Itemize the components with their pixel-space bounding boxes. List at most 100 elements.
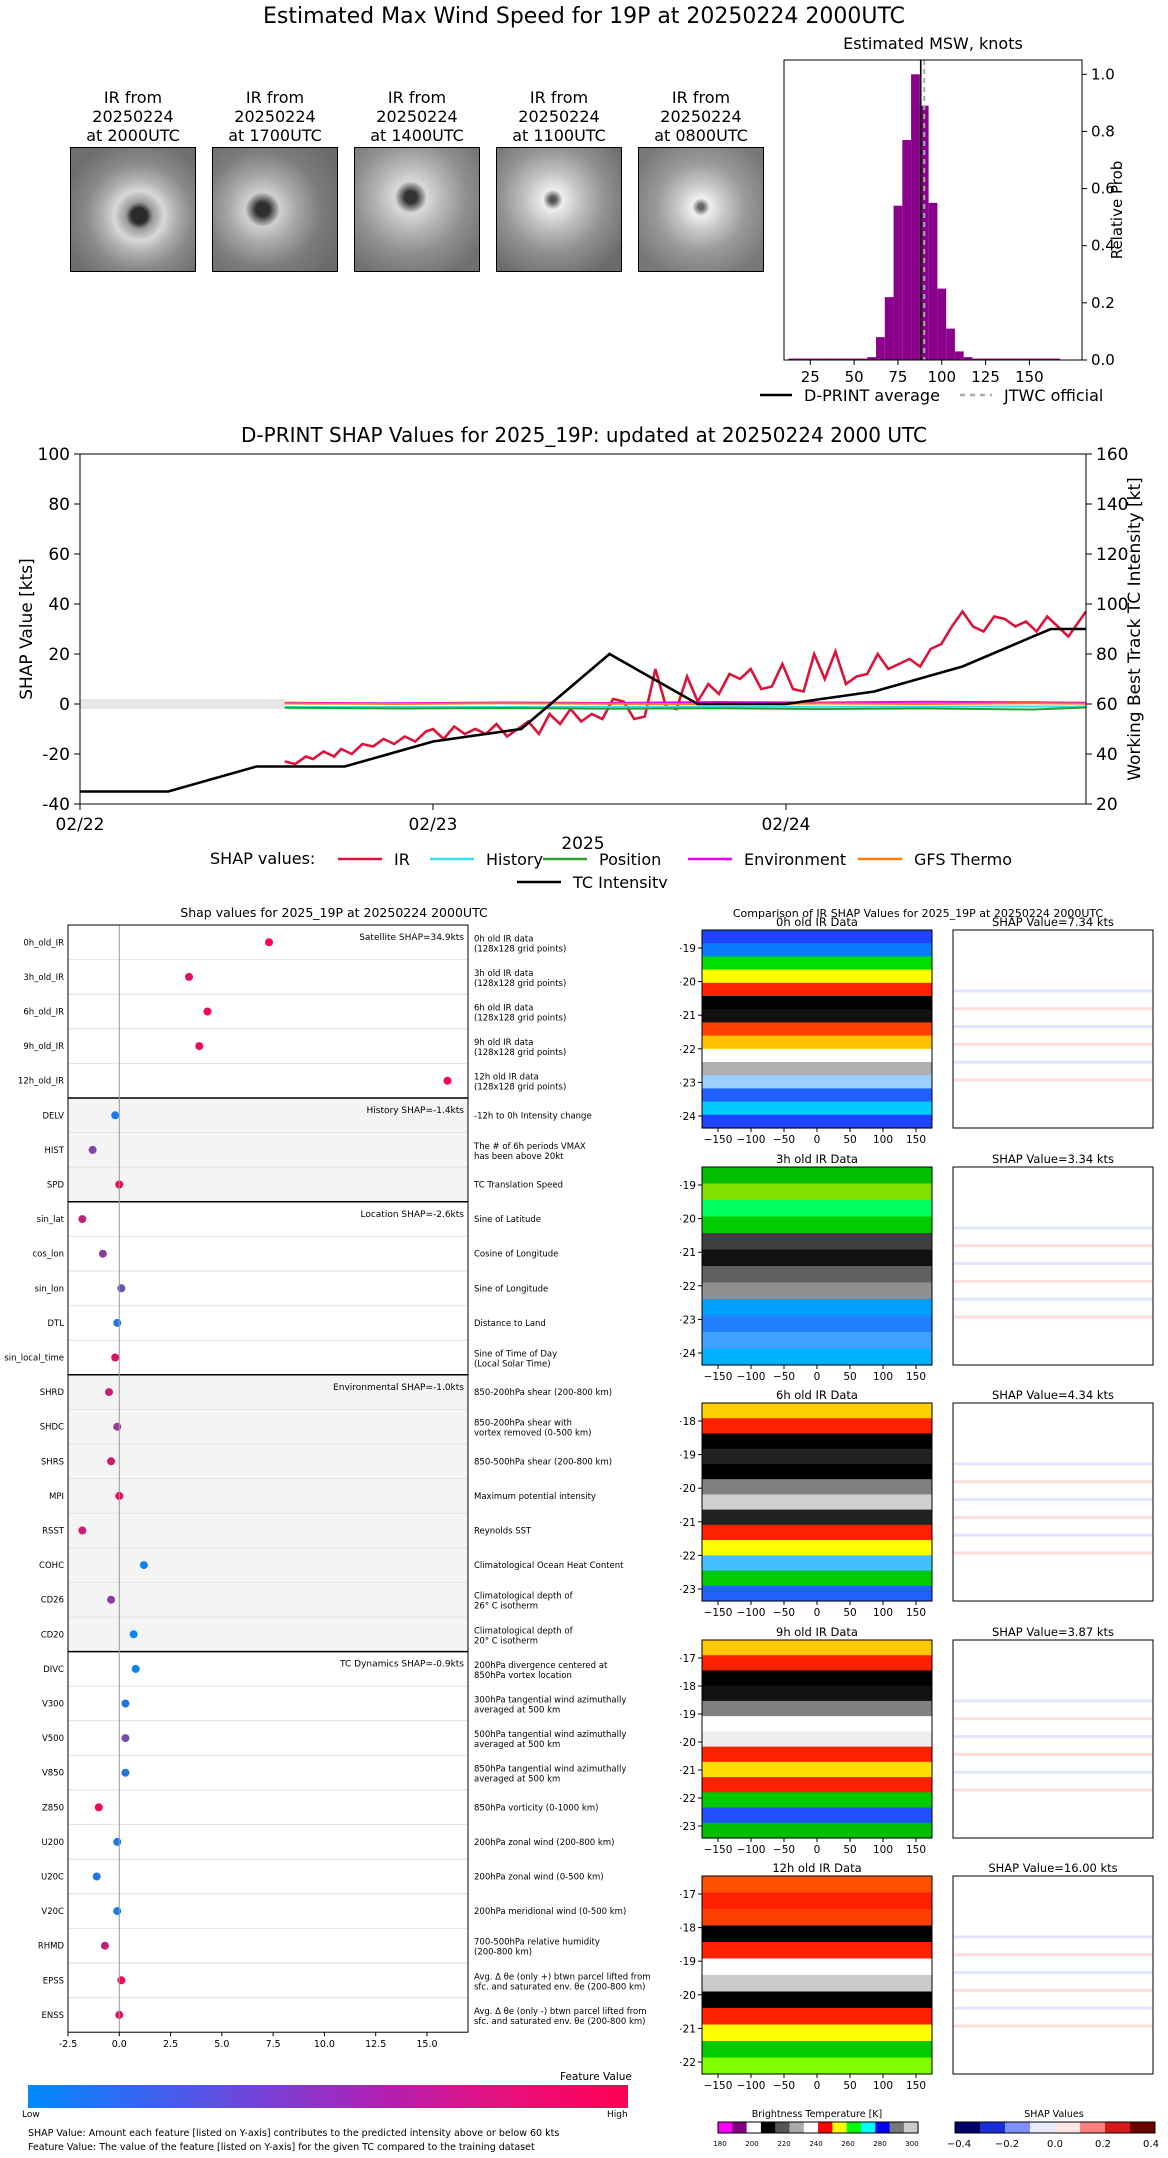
feature-dot <box>195 1042 204 1051</box>
ir-x-tick-label: 150 <box>906 2080 926 2092</box>
y-tick-label: 80 <box>48 495 70 515</box>
shap-stripe <box>953 2006 1153 2010</box>
shap-timeseries: D-PRINT SHAP Values for 2025_19P: update… <box>17 423 1145 888</box>
feature-desc: 3h old IR data <box>474 969 533 979</box>
ir-y-tick-label: −23 <box>680 1584 696 1596</box>
ir-band <box>702 1463 932 1480</box>
shap-colorbar-segment <box>1055 2122 1081 2133</box>
feature-desc: 300hPa tangential wind azimuthally <box>474 1696 626 1706</box>
y-tick-label: 100 <box>38 445 70 465</box>
footnote-feature: Feature Value: The value of the feature … <box>28 2142 535 2153</box>
feature-plot-frame <box>67 924 469 2033</box>
shap-panel-frame <box>952 1166 1154 1366</box>
ir-x-tick-label: −50 <box>773 1607 795 1619</box>
ir-x-tick-label: 100 <box>873 1844 893 1856</box>
ir-label-line: at 1400UTC <box>370 126 464 145</box>
feature-desc: (128x128 grid points) <box>474 1014 566 1024</box>
x-tick-label: 02/24 <box>761 815 810 835</box>
feature-desc: Sine of Time of Day <box>474 1350 557 1360</box>
shap-colorbar-tick: −0.2 <box>995 2139 1019 2150</box>
shap-colorbar-segment <box>1130 2122 1156 2133</box>
ir-band <box>702 1585 932 1602</box>
ir-band <box>702 1433 932 1450</box>
shap-stripe <box>953 1279 1153 1283</box>
ir-x-tick-label: 50 <box>843 1844 856 1856</box>
shap-stripe <box>953 1315 1153 1319</box>
feature-dot <box>121 1699 130 1708</box>
feature-dot <box>121 1768 130 1777</box>
x-tick-label: 02/23 <box>408 815 457 835</box>
feature-name: V20C <box>41 1907 64 1917</box>
shap-colorbar-tick: −0.4 <box>947 2139 971 2150</box>
feature-desc: TC Translation Speed <box>473 1181 563 1191</box>
x-tick-label: 15.0 <box>416 2039 437 2050</box>
ir-x-tick-label: −50 <box>773 2080 795 2092</box>
ir-band <box>702 1807 932 1824</box>
ir-x-tick-label: 150 <box>906 1607 926 1619</box>
ir-y-tick-label: −22 <box>680 1281 696 1293</box>
series-line-gfs-thermo <box>284 702 1087 706</box>
feature-name: ENSS <box>41 2011 64 2021</box>
feature-name: cos_lon <box>32 1250 64 1260</box>
y-axis-label: SHAP Value [kts] <box>17 558 37 700</box>
feature-dot <box>98 1249 107 1258</box>
ir-y-tick-label: −18 <box>680 1416 696 1428</box>
histogram-title: Estimated MSW, knots <box>843 34 1023 53</box>
ir-label-line: at 1700UTC <box>228 126 322 145</box>
ir-y-tick-label: −18 <box>680 1681 696 1693</box>
feature-name: HIST <box>45 1146 65 1156</box>
shap-stripe <box>953 1297 1153 1301</box>
ir-x-tick-label: −100 <box>737 1607 766 1619</box>
histogram-bar <box>963 357 973 360</box>
ir-band <box>702 1022 932 1037</box>
ir-label-line: at 0800UTC <box>654 126 748 145</box>
bt-colorbar-segment <box>760 2122 776 2133</box>
bt-colorbar-tick: 280 <box>873 2140 886 2148</box>
feature-dot <box>117 1284 126 1293</box>
feature-dot <box>117 1976 126 1985</box>
shap-stripe <box>953 1515 1153 1519</box>
ir-y-tick-label: −20 <box>680 977 696 989</box>
msw-histogram: Estimated MSW, knots 25 50 75 100 125 150 0.0 0.… <box>760 34 1126 405</box>
bt-colorbar-segment <box>903 2122 919 2133</box>
histogram-bar <box>788 358 798 360</box>
feature-name: CD26 <box>41 1596 64 1606</box>
ir-band <box>702 1670 932 1687</box>
feature-dot <box>107 1457 116 1466</box>
ir-y-tick-label: −23 <box>680 1821 696 1833</box>
legend-label: History <box>486 850 543 869</box>
ir-band <box>702 1167 932 1185</box>
bt-colorbar-tick: 300 <box>905 2140 918 2148</box>
ir-y-tick-label: −19 <box>680 943 696 955</box>
ir-band <box>702 1448 932 1465</box>
feature-desc: averaged at 500 km <box>474 1740 560 1750</box>
ir-x-tick-label: 50 <box>843 2080 856 2092</box>
histogram-bar <box>1016 358 1026 360</box>
x-tick-label: 125 <box>971 368 1000 386</box>
feature-name: V500 <box>42 1734 64 1744</box>
bt-colorbar-segment <box>746 2122 762 2133</box>
ir-label-line: 20250224 <box>376 107 458 126</box>
ir-x-tick-label: 100 <box>873 1371 893 1383</box>
feature-name: SHRD <box>40 1388 65 1398</box>
bt-colorbar-tick: 200 <box>745 2140 758 2148</box>
feature-desc: 500hPa tangential wind azimuthally <box>474 1730 626 1740</box>
ir-band <box>702 1075 932 1089</box>
bt-colorbar-segment <box>818 2122 833 2133</box>
shap-stripe <box>953 1988 1153 1992</box>
shap-panel-title: SHAP Value=16.00 kts <box>988 1861 1117 1875</box>
ir-x-tick-label: −100 <box>737 2080 766 2092</box>
ir-x-tick-label: 0 <box>814 1607 821 1619</box>
missing-data-shade <box>80 699 285 709</box>
feature-desc: Sine of Longitude <box>474 1284 548 1294</box>
ir-band <box>702 982 932 997</box>
feature-desc: sfc. and saturated env. θe (200-800 km) <box>474 1982 646 1992</box>
ir-band <box>702 1088 932 1103</box>
ir-y-tick-label: −18 <box>680 1923 696 1935</box>
ir-label-line: 20250224 <box>92 107 174 126</box>
ir-y-tick-label: −20 <box>680 1483 696 1495</box>
histogram-bar <box>867 357 877 360</box>
legend-dprint-label: D-PRINT average <box>804 386 940 405</box>
ir-label-4: IR from 20250224 at 0800UTC <box>636 88 766 145</box>
feature-name: 9h_old_IR <box>23 1042 64 1052</box>
